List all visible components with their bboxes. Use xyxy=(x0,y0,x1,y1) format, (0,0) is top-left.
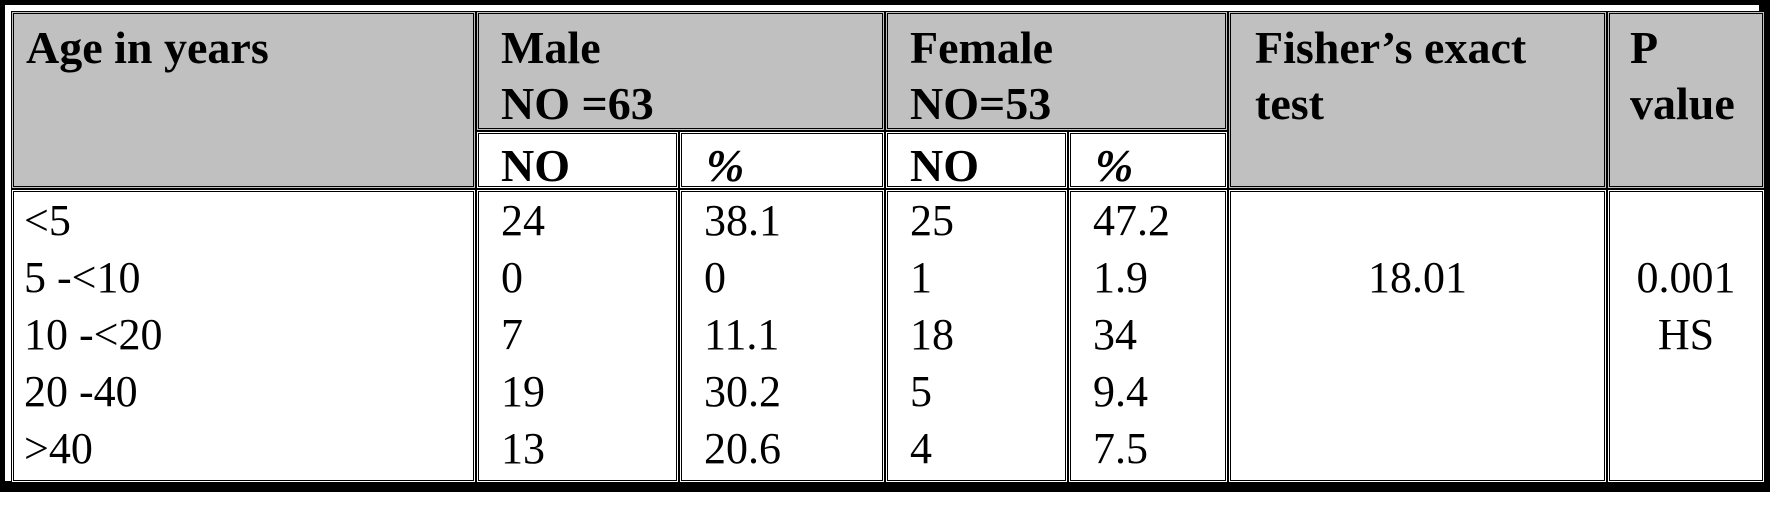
subheader-male-pct-label: % xyxy=(706,140,745,191)
header-female-count: NO=53 xyxy=(910,78,1052,129)
male-pct-cell: 11.1 xyxy=(704,310,780,359)
column-female-no: 25 1 18 5 4 xyxy=(885,189,1068,483)
age-cell: 5 -<10 xyxy=(24,253,141,302)
header-fisher-line1: Fisher’s exact xyxy=(1255,22,1527,73)
significance-label: HS xyxy=(1657,310,1715,359)
header-male: Male NO =63 xyxy=(476,11,885,131)
male-no-cell: 0 xyxy=(501,253,523,302)
header-p-line2: value xyxy=(1630,78,1735,129)
subheader-female-pct-label: % xyxy=(1095,140,1134,191)
male-no-cell: 24 xyxy=(501,196,545,245)
header-p-value: P value xyxy=(1607,11,1765,189)
age-cell: >40 xyxy=(24,424,93,473)
column-p-value: 0.001 HS xyxy=(1607,189,1765,483)
header-male-title: Male xyxy=(501,22,601,73)
spacer xyxy=(1231,192,1604,249)
female-no-cell: 25 xyxy=(910,196,954,245)
subheader-male-no: NO xyxy=(476,131,679,191)
spacer xyxy=(1610,192,1762,249)
column-fisher: 18.01 xyxy=(1228,189,1607,483)
header-p-line1: P xyxy=(1630,22,1659,73)
column-male-pct: 38.1 0 11.1 30.2 20.6 xyxy=(679,189,885,483)
header-female: Female NO=53 xyxy=(885,11,1228,131)
age-cell: 20 -40 xyxy=(24,367,138,416)
header-fisher-line2: test xyxy=(1255,78,1324,129)
female-pct-cell: 34 xyxy=(1093,310,1137,359)
age-cell: <5 xyxy=(24,196,71,245)
header-age-label: Age in years xyxy=(26,22,269,73)
male-no-cell: 13 xyxy=(501,424,545,473)
header-male-count: NO =63 xyxy=(501,78,654,129)
subheader-female-pct: % xyxy=(1068,131,1228,191)
header-fisher: Fisher’s exact test xyxy=(1228,11,1607,189)
female-pct-cell: 1.9 xyxy=(1093,253,1148,302)
female-no-cell: 18 xyxy=(910,310,954,359)
male-no-cell: 7 xyxy=(501,310,523,359)
female-no-cell: 5 xyxy=(910,367,932,416)
column-age: <5 5 -<10 10 -<20 20 -40 >40 xyxy=(11,189,476,483)
header-age: Age in years xyxy=(11,11,476,189)
female-pct-cell: 47.2 xyxy=(1093,196,1170,245)
subheader-male-pct: % xyxy=(679,131,885,191)
female-no-cell: 4 xyxy=(910,424,932,473)
female-pct-cell: 9.4 xyxy=(1093,367,1148,416)
header-female-title: Female xyxy=(910,22,1054,73)
age-cell: 10 -<20 xyxy=(24,310,163,359)
female-pct-cell: 7.5 xyxy=(1093,424,1148,473)
male-no-cell: 19 xyxy=(501,367,545,416)
male-pct-cell: 0 xyxy=(704,253,726,302)
column-female-pct: 47.2 1.9 34 9.4 7.5 xyxy=(1068,189,1228,483)
subheader-female-no: NO xyxy=(885,131,1068,191)
subheader-male-no-label: NO xyxy=(501,140,570,191)
male-pct-cell: 30.2 xyxy=(704,367,781,416)
subheader-female-no-label: NO xyxy=(910,140,979,191)
column-male-no: 24 0 7 19 13 xyxy=(476,189,679,483)
fisher-value: 18.01 xyxy=(1368,253,1467,302)
female-no-cell: 1 xyxy=(910,253,932,302)
p-value: 0.001 xyxy=(1636,253,1736,302)
male-pct-cell: 20.6 xyxy=(704,424,781,473)
male-pct-cell: 38.1 xyxy=(704,196,781,245)
